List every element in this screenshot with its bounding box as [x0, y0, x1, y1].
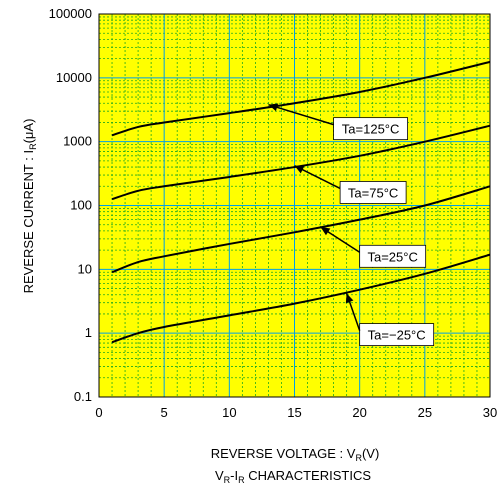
x-tick-label: 25 — [418, 405, 432, 420]
x-tick-label: 5 — [161, 405, 168, 420]
y-tick-label: 100 — [70, 198, 92, 213]
series-label-box — [333, 117, 409, 141]
y-tick-labels: 0.1 1 10 100 1000 10000 100000 — [49, 6, 92, 404]
series-label-box — [339, 181, 407, 204]
y-tick-label: 10000 — [56, 70, 92, 85]
series-arrow-head — [345, 293, 354, 304]
series-arrow-line — [268, 103, 334, 126]
series-label-box — [359, 244, 427, 268]
series-line — [111, 185, 491, 274]
x-tick-labels: 0 5 10 15 20 25 30 — [95, 405, 497, 420]
y-tick-label: 0.1 — [74, 389, 92, 404]
series-label-box — [359, 323, 435, 346]
series-label: Ta=125°C — [342, 122, 400, 137]
series-layer: Ta=125°C Ta=75°C Ta=25°C Ta=−25°C — [111, 60, 491, 346]
series-line — [111, 60, 491, 137]
x-tick-label: 0 — [95, 405, 102, 420]
x-tick-label: 30 — [483, 405, 497, 420]
series-label: Ta=75°C — [348, 185, 398, 200]
x-tick-label: 10 — [222, 405, 236, 420]
series-arrow-head — [268, 103, 279, 112]
series-label: Ta=−25°C — [368, 328, 426, 343]
y-tick-label: 1 — [85, 325, 92, 340]
x-axis-label: REVERSE VOLTAGE : VR(V) — [211, 446, 380, 463]
chart-title: VR-IR CHARACTERISTICS — [215, 468, 371, 485]
series-line — [111, 253, 491, 344]
series-line — [111, 124, 491, 201]
plot-frame — [98, 13, 491, 398]
x-tick-label: 20 — [352, 405, 366, 420]
y-tick-label: 10 — [78, 261, 92, 276]
series-arrow-head — [294, 165, 305, 174]
series-arrow-head — [320, 227, 331, 236]
series-label: Ta=25°C — [367, 249, 417, 264]
y-tick-label: 1000 — [63, 134, 92, 149]
y-axis-label: REVERSE CURRENT : IR(μA) — [21, 119, 38, 294]
y-tick-label: 100000 — [49, 6, 92, 21]
x-tick-label: 15 — [287, 405, 301, 420]
